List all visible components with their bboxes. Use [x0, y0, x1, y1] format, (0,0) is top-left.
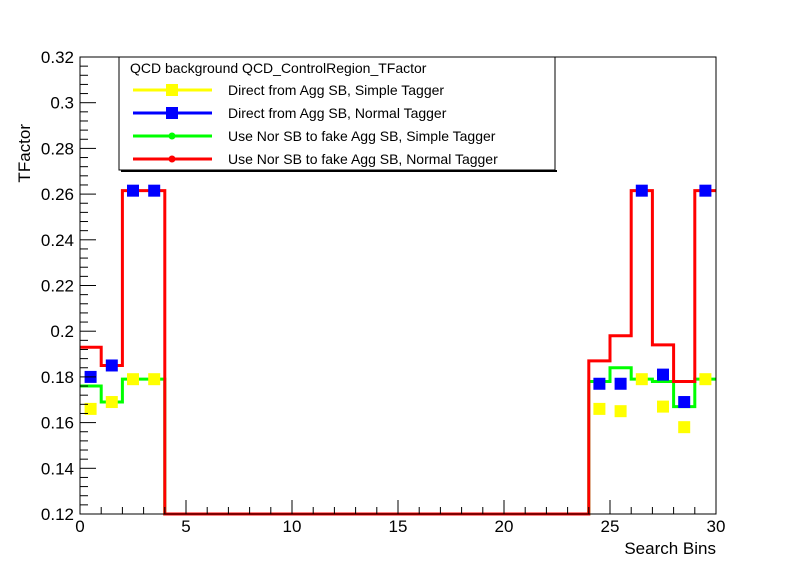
y-tick-label: 0.14 — [41, 459, 74, 478]
series-marker — [657, 400, 669, 413]
x-tick-label: 5 — [181, 517, 190, 536]
legend-label: Use Nor SB to fake Agg SB, Simple Tagger — [228, 128, 496, 144]
legend: QCD background QCD_ControlRegion_TFactor… — [118, 56, 557, 172]
y-tick-label: 0.16 — [41, 414, 74, 433]
legend-header: QCD background QCD_ControlRegion_TFactor — [130, 60, 427, 76]
series-marker — [593, 377, 606, 390]
x-tick-label: 10 — [283, 517, 302, 536]
y-tick-label: 0.12 — [41, 505, 74, 524]
series-marker — [127, 184, 139, 197]
y-axis-title: TFactor — [15, 124, 34, 183]
legend-entries: Direct from Agg SB, Simple Tagger Direct … — [133, 82, 498, 167]
series-marker — [593, 402, 606, 415]
x-tick-label: 0 — [75, 517, 84, 536]
y-tick-label: 0.22 — [41, 277, 74, 296]
y-tick-label: 0.3 — [50, 94, 74, 113]
y-tick-label: 0.28 — [41, 139, 74, 158]
x-tick-label: 30 — [707, 517, 726, 536]
legend-marker-square — [166, 84, 178, 96]
axes-layer: 0 5 10 15 20 25 30 0.12 0.14 0.16 0.18 0.2 0.22 0.24 0… — [41, 48, 726, 536]
legend-marker-dot — [168, 132, 176, 140]
y-tick-label: 0.18 — [41, 368, 74, 387]
series-marker — [105, 396, 118, 409]
series-marker — [84, 402, 97, 415]
series-marker — [148, 184, 161, 197]
series-marker — [657, 368, 669, 381]
series-marker — [127, 373, 139, 386]
legend-label: Direct from Agg SB, Normal Tagger — [228, 105, 447, 121]
series-marker — [699, 184, 712, 197]
series-marker — [699, 373, 712, 386]
series-marker — [148, 373, 161, 386]
y-tick-label: 0.26 — [41, 185, 74, 204]
legend-label: Use Nor SB to fake Agg SB, Normal Tagger — [228, 151, 498, 167]
series-marker — [635, 373, 648, 386]
x-tick-label: 15 — [389, 517, 408, 536]
series-marker — [678, 396, 691, 409]
y-tick-label: 0.2 — [50, 322, 74, 341]
series-marker — [105, 359, 118, 372]
x-tick-label: 20 — [495, 517, 514, 536]
x-axis-title: Search Bins — [624, 539, 716, 558]
x-tick-label: 25 — [601, 517, 620, 536]
legend-marker-square — [166, 107, 178, 119]
series-marker — [614, 377, 627, 390]
legend-label: Direct from Agg SB, Simple Tagger — [228, 82, 444, 98]
y-tick-label: 0.32 — [41, 48, 74, 67]
legend-marker-dot — [168, 155, 176, 163]
legend-shadow — [121, 170, 557, 172]
series-marker — [614, 405, 627, 418]
y-tick-label: 0.24 — [41, 231, 74, 250]
series-marker — [635, 184, 648, 197]
series-marker — [678, 421, 691, 434]
